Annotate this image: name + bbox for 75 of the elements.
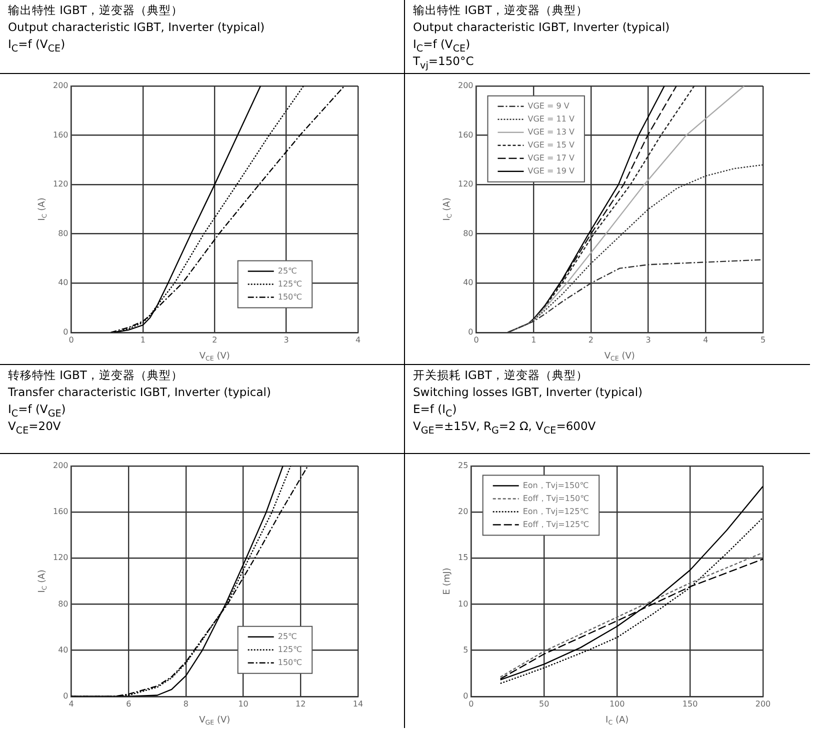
y-tick-label: 120	[458, 180, 474, 189]
x-tick-label: 3	[284, 335, 289, 344]
y-tick-label: 20	[458, 507, 468, 516]
legend-label: VGE = 9 V	[528, 101, 570, 110]
y-tick-label: 200	[52, 461, 68, 470]
y-tick-label: 200	[52, 81, 68, 90]
text: V$_{CE}$=20V	[8, 418, 62, 436]
x-tick-label: 4	[355, 335, 361, 344]
text: I$_{C}$=f (V$_{CE}$)	[8, 36, 66, 54]
x-tick-label: 12	[296, 699, 306, 708]
y-tick-label: 80	[58, 228, 68, 238]
chart-title: 输出特性 IGBT，逆变器（典型）	[413, 2, 589, 19]
y-tick-label: 0	[63, 327, 68, 336]
legend-label: VGE = 13 V	[528, 127, 575, 136]
x-tick-label: 14	[352, 699, 364, 708]
y-tick-label: 0	[463, 691, 468, 700]
x-tick-label: 2	[212, 335, 218, 344]
x-tick-label: 100	[609, 699, 625, 708]
y-tick-label: 200	[458, 81, 474, 90]
chart-subtitle: Output characteristic IGBT, Inverter (typical)	[413, 19, 671, 36]
x-tick-label: 8	[183, 699, 189, 708]
x-tick-label: 4	[703, 335, 708, 344]
x-tick-label: 6	[126, 699, 132, 708]
y-tick-label: 25	[458, 461, 468, 470]
y-tick-label: 40	[58, 278, 68, 288]
legend-label: 25℃	[278, 266, 298, 276]
legend-label: VGE = 11 V	[528, 114, 575, 124]
legend-label: Eoff，Tvj=125℃	[522, 520, 590, 529]
chart-title: 转移特性 IGBT，逆变器（典型）	[8, 367, 184, 384]
text: E=f (I$_{C}$)	[413, 401, 458, 420]
chart-title: 开关损耗 IGBT，逆变器（典型）	[413, 367, 589, 384]
y-axis-title: E (mJ)	[442, 568, 452, 595]
text: I$_{C}$=f (V$_{GE}$)	[8, 401, 67, 420]
x-tick-label: 1	[531, 335, 536, 344]
chart-subtitle: Transfer characteristic IGBT, Inverter (typical)	[8, 384, 272, 401]
y-tick-label: 40	[463, 278, 474, 288]
legend-label: VGE = 15 V	[528, 140, 575, 150]
text: T$_{vj}$=150°C	[413, 53, 475, 72]
x-tick-label: 50	[539, 699, 550, 708]
y-tick-label: 0	[63, 691, 68, 700]
legend-label: 150℃	[278, 292, 302, 302]
y-tick-label: 0	[468, 327, 474, 336]
x-tick-label: 5	[760, 335, 766, 344]
y-tick-label: 80	[463, 228, 474, 238]
y-tick-label: 15	[458, 553, 468, 562]
legend-label: 25℃	[278, 632, 298, 641]
y-tick-label: 10	[458, 599, 468, 608]
y-tick-label: 160	[52, 507, 68, 516]
legend-label: 125℃	[278, 279, 302, 288]
x-tick-label: 1	[140, 335, 146, 344]
y-tick-label: 80	[58, 599, 68, 608]
legend-label: 125℃	[278, 644, 302, 654]
legend-label: 150℃	[278, 658, 302, 667]
x-tick-label: 10	[238, 699, 248, 708]
chart-subtitle: Switching losses IGBT, Inverter (typical)	[413, 384, 644, 401]
text: V$_{GE}$=±15V, R$_{G}$=2 Ω, V$_{CE}$=600V	[413, 418, 597, 436]
text: I$_{C}$=f (V$_{CE}$)	[413, 36, 472, 54]
legend-label: VGE = 19 V	[528, 166, 575, 176]
y-tick-label: 40	[58, 645, 68, 654]
x-tick-label: 200	[755, 699, 771, 708]
x-tick-label: 3	[646, 335, 651, 344]
chart-subtitle: Output characteristic IGBT, Inverter (typical)	[8, 19, 266, 36]
x-tick-label: 4	[68, 699, 74, 708]
y-tick-label: 160	[458, 130, 474, 140]
y-tick-label: 160	[52, 130, 68, 140]
x-tick-label: 150	[682, 699, 698, 708]
legend-label: VGE = 17 V	[528, 153, 575, 162]
legend-label: Eoff，Tvj=150℃	[522, 494, 590, 503]
legend-label: Eon，Tvj=125℃	[522, 506, 589, 516]
legend-label: Eon，Tvj=150℃	[522, 480, 589, 490]
x-tick-label: 2	[588, 335, 594, 344]
y-tick-label: 120	[52, 553, 68, 562]
y-tick-label: 5	[463, 645, 468, 654]
y-tick-label: 120	[52, 180, 68, 189]
chart-title: 输出特性 IGBT，逆变器（典型）	[8, 2, 184, 19]
